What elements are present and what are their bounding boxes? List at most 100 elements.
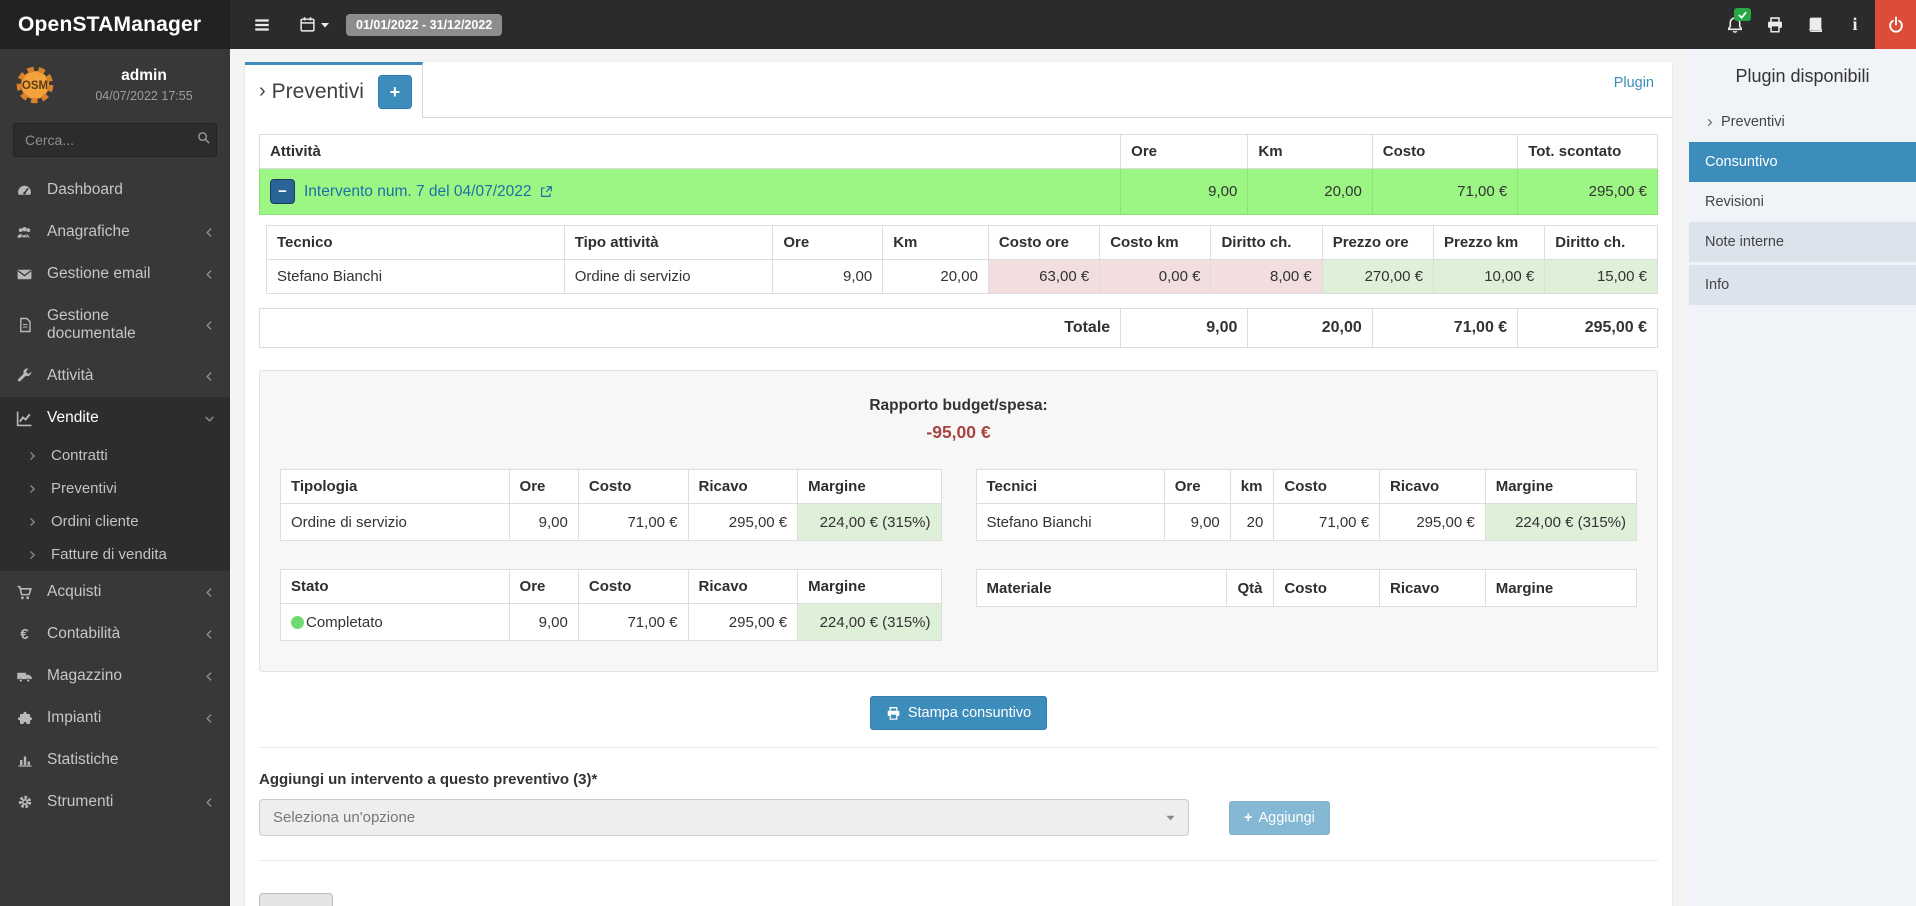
intervento-costo: 71,00 €: [1371, 168, 1519, 215]
brand-logo[interactable]: OpenSTAManager: [0, 0, 230, 49]
sidebar-item-gestione-documentale[interactable]: Gestione documentale: [0, 295, 230, 355]
sidebar-subitem-fatture-di-vendita[interactable]: Fatture di vendita: [0, 538, 230, 571]
caret-down-icon: [1166, 815, 1175, 821]
sidebar-item-statistiche[interactable]: Statistiche: [0, 739, 230, 781]
cell-ore: 9,00: [772, 259, 884, 294]
printer-icon: [1766, 16, 1784, 34]
plugin-item-info[interactable]: Info: [1689, 265, 1916, 308]
calendar-button[interactable]: [288, 0, 340, 49]
calendar-icon: [299, 16, 316, 33]
intervento-ore: 9,00: [1120, 168, 1249, 215]
sidebar-item-acquisti[interactable]: Acquisti: [0, 571, 230, 613]
cell-diritto-ch: 8,00 €: [1210, 259, 1323, 294]
tachometer-icon: [15, 182, 34, 199]
plugin-item-note-interne[interactable]: Note interne: [1689, 222, 1916, 265]
col-ore: Ore: [772, 225, 884, 260]
plugin-link[interactable]: Plugin: [1613, 75, 1654, 91]
chevron-right-icon: [25, 550, 39, 560]
svg-text:OSM: OSM: [22, 80, 48, 92]
logout-button[interactable]: [1875, 0, 1916, 49]
col-tot-scontato: Tot. scontato: [1517, 134, 1658, 169]
add-intervento-label: Aggiungi un intervento a questo preventi…: [259, 771, 598, 788]
materiale-table: Materiale Qtà Costo Ricavo Margine: [975, 569, 1638, 607]
line-chart-icon: [15, 410, 34, 427]
totals-km: 20,00: [1247, 308, 1373, 348]
col-tecnico: Tecnico: [266, 225, 565, 260]
partially-visible-button[interactable]: [259, 893, 333, 906]
document-icon: [15, 317, 34, 333]
print-button[interactable]: [1755, 0, 1795, 49]
cell-km: 20,00: [882, 259, 989, 294]
power-icon: [1887, 16, 1905, 34]
plus-icon: +: [1244, 809, 1253, 826]
date-range-badge[interactable]: 01/01/2022 - 31/12/2022: [346, 13, 503, 36]
sidebar-item-impianti[interactable]: Impianti: [0, 697, 230, 739]
plugin-panel: Plugin disponibili Preventivi Consuntivo…: [1689, 49, 1916, 906]
totals-label: Totale: [258, 308, 1122, 348]
cell-costo-ore: 63,00 €: [987, 259, 1101, 294]
plugin-item-consuntivo[interactable]: Consuntivo: [1689, 142, 1916, 182]
intervento-link[interactable]: Intervento num. 7 del 04/07/2022: [304, 183, 553, 201]
chevron-left-icon: [204, 320, 215, 331]
chevron-left-icon: [204, 797, 215, 808]
search-icon: [196, 130, 211, 145]
status-completed-dot: [291, 615, 304, 629]
user-datetime: 04/07/2022 17:55: [95, 89, 193, 103]
collapse-toggle-button[interactable]: −: [270, 179, 295, 204]
notifications-button[interactable]: [1715, 0, 1755, 49]
totals-tot: 295,00 €: [1517, 308, 1658, 348]
col-ore: Ore: [1120, 134, 1249, 169]
tipologia-row: Ordine di servizio 9,00 71,00 € 295,00 €…: [280, 503, 942, 541]
caret-down-icon: [321, 22, 329, 28]
intervento-tot: 295,00 €: [1517, 168, 1658, 215]
external-link-icon: [539, 185, 553, 199]
stato-table: Stato Ore Costo Ricavo Margine Completat…: [280, 569, 942, 641]
sidebar-item-attivita[interactable]: Attività: [0, 355, 230, 397]
notifications-ok-badge: [1734, 8, 1751, 21]
info-button[interactable]: i: [1835, 0, 1875, 49]
sidebar-item-dashboard[interactable]: Dashboard: [0, 169, 230, 211]
sidebar-subitem-contratti[interactable]: Contratti: [0, 439, 230, 472]
sidebar-search-input[interactable]: [13, 123, 217, 157]
sidebar-item-contabilita[interactable]: € Contabilità: [0, 613, 230, 655]
stato-row: Completato 9,00 71,00 € 295,00 € 224,00 …: [280, 603, 942, 641]
totals-ore: 9,00: [1120, 308, 1249, 348]
user-name: admin: [121, 67, 167, 84]
col-diritto-ch: Diritto ch.: [1210, 225, 1323, 260]
page-title: Preventivi: [271, 79, 364, 103]
sidebar-subitem-preventivi[interactable]: Preventivi: [0, 472, 230, 505]
sidebar-item-magazzino[interactable]: Magazzino: [0, 655, 230, 697]
col-costo: Costo: [1371, 134, 1519, 169]
sidebar-item-strumenti[interactable]: Strumenti: [0, 781, 230, 823]
intervento-km: 20,00: [1247, 168, 1373, 215]
truck-icon: [15, 668, 34, 685]
plugin-item-preventivi[interactable]: Preventivi: [1689, 102, 1916, 142]
stampa-consuntivo-button[interactable]: Stampa consuntivo: [869, 696, 1048, 730]
record-card: › Preventivi + Plugin Attività Ore Km Co…: [245, 62, 1672, 906]
intervento-select[interactable]: Seleziona un'opzione: [259, 799, 1189, 836]
add-record-button[interactable]: +: [377, 74, 412, 109]
docs-button[interactable]: [1795, 0, 1835, 49]
section-divider: [259, 860, 1658, 861]
sidebar-toggle-button[interactable]: [242, 0, 282, 49]
aggiungi-button[interactable]: + Aggiungi: [1229, 800, 1330, 835]
sidebar-menu: Dashboard Anagrafiche Gestione email Ges…: [0, 169, 230, 823]
info-icon: i: [1852, 14, 1858, 34]
hamburger-icon: [253, 16, 271, 34]
activity-table: Attività Ore Km Costo Tot. scontato − In…: [258, 134, 1658, 215]
tipologia-table: Tipologia Ore Costo Ricavo Margine Ordin…: [280, 469, 942, 541]
book-icon: [1807, 16, 1824, 33]
col-costo-ore: Costo ore: [987, 225, 1101, 260]
sidebar-item-anagrafiche[interactable]: Anagrafiche: [0, 211, 230, 253]
tab-preventivi[interactable]: › Preventivi +: [245, 62, 423, 118]
budget-title: Rapporto budget/spesa:: [869, 397, 1048, 414]
tecnici-table: Tecnici Ore km Costo Ricavo Margine Stef…: [975, 469, 1638, 541]
plugin-item-revisioni[interactable]: Revisioni: [1705, 194, 1764, 210]
tecnici-row: Stefano Bianchi 9,00 20 71,00 € 295,00 €…: [975, 503, 1638, 541]
search-submit-button[interactable]: [196, 130, 211, 145]
sidebar-item-gestione-email[interactable]: Gestione email: [0, 253, 230, 295]
sidebar-subitem-ordini-cliente[interactable]: Ordini cliente: [0, 505, 230, 538]
sidebar-item-vendite[interactable]: Vendite: [0, 397, 230, 439]
bar-chart-icon: [15, 752, 34, 768]
main-content: › Preventivi + Plugin Attività Ore Km Co…: [230, 49, 1689, 906]
